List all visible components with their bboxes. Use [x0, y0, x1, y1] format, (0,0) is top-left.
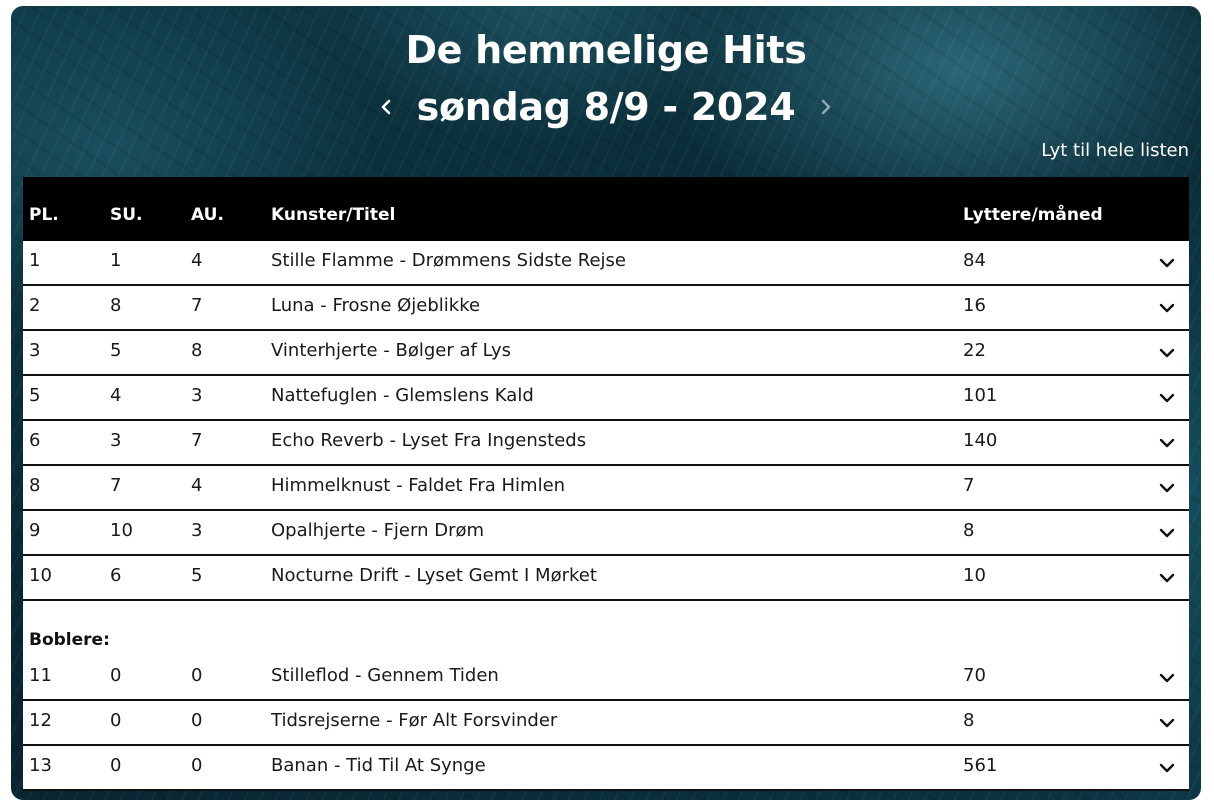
chevron-down-icon[interactable]	[1157, 298, 1177, 318]
listeners-cell: 561	[963, 755, 998, 776]
artist-title-cell: Opalhjerte - Fjern Drøm	[271, 520, 485, 541]
listeners-cell: 140	[963, 430, 998, 451]
position-cell: 9	[29, 520, 41, 541]
listen-full-list-link[interactable]: Lyt til hele listen	[1041, 140, 1189, 161]
two-weeks-cell: 0	[191, 755, 203, 776]
artist-title-cell: Vinterhjerte - Bølger af Lys	[271, 340, 511, 361]
bubblers-label: Boblere:	[29, 630, 110, 650]
artist-title-cell: Stille Flamme - Drømmens Sidste Rejse	[271, 250, 626, 271]
column-header-two-weeks: AU.	[191, 205, 224, 225]
table-row[interactable]: 5 4 3 Nattefuglen - Glemslens Kald 101	[23, 376, 1189, 421]
listeners-cell: 10	[963, 565, 986, 586]
artist-title-cell: Himmelknust - Faldet Fra Himlen	[271, 475, 566, 496]
position-cell: 13	[29, 755, 52, 776]
two-weeks-cell: 3	[191, 520, 203, 541]
chart-card: De hemmelige Hits søndag 8/9 - 2024 Lyt …	[11, 6, 1201, 800]
last-week-cell: 5	[110, 340, 122, 361]
last-week-cell: 0	[110, 665, 122, 686]
chevron-down-icon[interactable]	[1157, 343, 1177, 363]
chevron-down-icon[interactable]	[1157, 758, 1177, 778]
chevron-right-icon[interactable]	[813, 94, 839, 120]
column-header-artist-title: Kunster/Titel	[271, 205, 396, 225]
last-week-cell: 7	[110, 475, 122, 496]
table-row[interactable]: 1 1 4 Stille Flamme - Drømmens Sidste Rejse…	[23, 241, 1189, 286]
position-cell: 10	[29, 565, 52, 586]
two-weeks-cell: 4	[191, 475, 203, 496]
artist-title-cell: Banan - Tid Til At Synge	[271, 755, 486, 776]
position-cell: 5	[29, 385, 41, 406]
chevron-down-icon[interactable]	[1157, 713, 1177, 733]
last-week-cell: 0	[110, 710, 122, 731]
artist-title-cell: Nattefuglen - Glemslens Kald	[271, 385, 534, 406]
two-weeks-cell: 7	[191, 430, 203, 451]
table-row[interactable]: 10 6 5 Nocturne Drift - Lyset Gemt I Mørket…	[23, 556, 1189, 601]
listeners-cell: 22	[963, 340, 986, 361]
chart-table: PL. SU. AU. Kunster/Titel Lyttere/måned …	[23, 177, 1189, 791]
last-week-cell: 4	[110, 385, 122, 406]
chevron-down-icon[interactable]	[1157, 568, 1177, 588]
bubbler-rows: 11 0 0 Stilleflod - Gennem Tiden 70 12 0 0 Tidsr…	[23, 656, 1189, 791]
date-navigation: søndag 8/9 - 2024	[11, 82, 1201, 132]
chevron-down-icon[interactable]	[1157, 388, 1177, 408]
last-week-cell: 0	[110, 755, 122, 776]
two-weeks-cell: 5	[191, 565, 203, 586]
table-row[interactable]: 13 0 0 Banan - Tid Til At Synge 561	[23, 746, 1189, 791]
chevron-down-icon[interactable]	[1157, 523, 1177, 543]
two-weeks-cell: 7	[191, 295, 203, 316]
table-row[interactable]: 8 7 4 Himmelknust - Faldet Fra Himlen 7	[23, 466, 1189, 511]
two-weeks-cell: 8	[191, 340, 203, 361]
artist-title-cell: Stilleflod - Gennem Tiden	[271, 665, 499, 686]
last-week-cell: 1	[110, 250, 122, 271]
position-cell: 2	[29, 295, 41, 316]
two-weeks-cell: 0	[191, 710, 203, 731]
table-row[interactable]: 9 10 3 Opalhjerte - Fjern Drøm 8	[23, 511, 1189, 556]
chevron-down-icon[interactable]	[1157, 668, 1177, 688]
chevron-down-icon[interactable]	[1157, 253, 1177, 273]
column-header-last-week: SU.	[110, 205, 143, 225]
table-row[interactable]: 11 0 0 Stilleflod - Gennem Tiden 70	[23, 656, 1189, 701]
chevron-left-icon[interactable]	[373, 94, 399, 120]
position-cell: 6	[29, 430, 41, 451]
column-header-listeners: Lyttere/måned	[963, 205, 1103, 225]
position-cell: 3	[29, 340, 41, 361]
last-week-cell: 8	[110, 295, 122, 316]
listeners-cell: 16	[963, 295, 986, 316]
bubblers-section: Boblere:	[23, 601, 1189, 656]
two-weeks-cell: 0	[191, 665, 203, 686]
two-weeks-cell: 3	[191, 385, 203, 406]
artist-title-cell: Nocturne Drift - Lyset Gemt I Mørket	[271, 565, 597, 586]
table-row[interactable]: 6 3 7 Echo Reverb - Lyset Fra Ingensteds 140	[23, 421, 1189, 466]
position-cell: 1	[29, 250, 41, 271]
two-weeks-cell: 4	[191, 250, 203, 271]
position-cell: 8	[29, 475, 41, 496]
table-row[interactable]: 3 5 8 Vinterhjerte - Bølger af Lys 22	[23, 331, 1189, 376]
page-title: De hemmelige Hits	[405, 28, 807, 72]
listeners-cell: 8	[963, 520, 975, 541]
chart-rows: 1 1 4 Stille Flamme - Drømmens Sidste Rejse…	[23, 241, 1189, 601]
position-cell: 12	[29, 710, 52, 731]
listeners-cell: 101	[963, 385, 998, 406]
listeners-cell: 8	[963, 710, 975, 731]
column-header-position: PL.	[29, 205, 59, 225]
position-cell: 11	[29, 665, 52, 686]
table-header: PL. SU. AU. Kunster/Titel Lyttere/måned	[23, 177, 1189, 241]
listeners-cell: 84	[963, 250, 986, 271]
table-row[interactable]: 12 0 0 Tidsrejserne - Før Alt Forsvinder 8	[23, 701, 1189, 746]
table-row[interactable]: 2 8 7 Luna - Frosne Øjeblikke 16	[23, 286, 1189, 331]
listeners-cell: 70	[963, 665, 986, 686]
artist-title-cell: Tidsrejserne - Før Alt Forsvinder	[271, 710, 558, 731]
chevron-down-icon[interactable]	[1157, 478, 1177, 498]
chevron-down-icon[interactable]	[1157, 433, 1177, 453]
artist-title-cell: Luna - Frosne Øjeblikke	[271, 295, 481, 316]
listeners-cell: 7	[963, 475, 975, 496]
chart-date: søndag 8/9 - 2024	[416, 85, 796, 129]
last-week-cell: 3	[110, 430, 122, 451]
last-week-cell: 10	[110, 520, 133, 541]
last-week-cell: 6	[110, 565, 122, 586]
artist-title-cell: Echo Reverb - Lyset Fra Ingensteds	[271, 430, 587, 451]
